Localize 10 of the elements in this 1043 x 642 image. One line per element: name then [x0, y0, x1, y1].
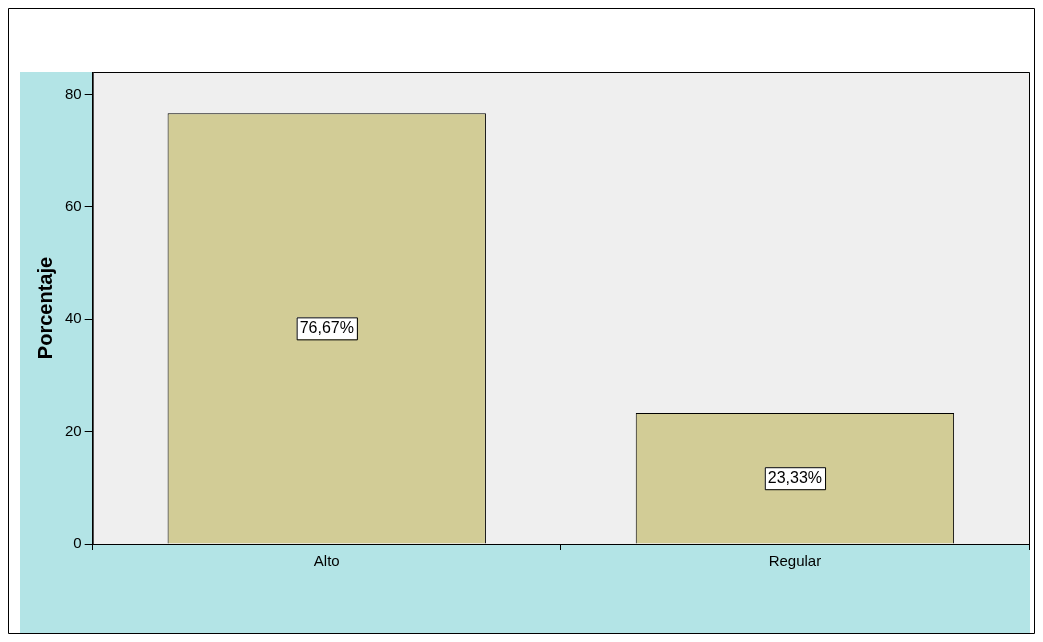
data-label: 76,67%: [299, 318, 354, 336]
x-tick-label: Alto: [313, 552, 340, 570]
y-tick-label: 0: [73, 534, 82, 552]
y-axis-title: Porcentaje: [33, 256, 56, 360]
y-tick-label: 80: [65, 84, 82, 102]
y-tick-label: 40: [65, 309, 82, 327]
x-tick-label: Regular: [768, 552, 822, 570]
y-tick-label: 60: [65, 197, 82, 214]
y-tick-label: 20: [65, 421, 82, 439]
data-label: 23,33%: [767, 468, 823, 486]
